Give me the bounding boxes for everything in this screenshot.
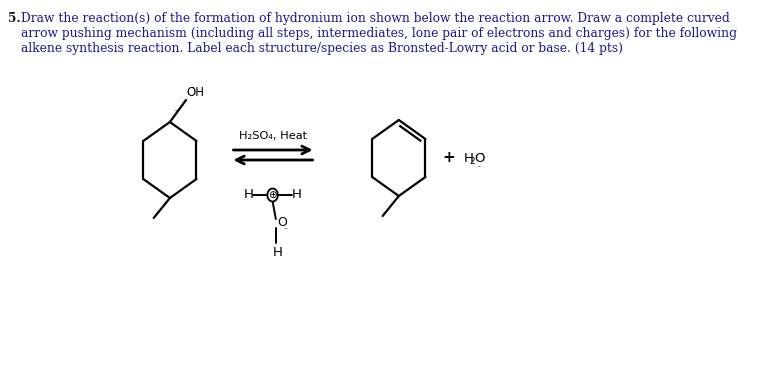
Text: H: H [292, 189, 302, 202]
Text: +: + [443, 151, 456, 166]
Text: Draw the reaction(s) of the formation of hydronium ion shown below the reaction : Draw the reaction(s) of the formation of… [21, 12, 730, 25]
Text: 2: 2 [469, 157, 475, 166]
Text: H₂SO₄, Heat: H₂SO₄, Heat [239, 131, 307, 141]
Text: Ö: Ö [474, 152, 485, 164]
Text: 5.: 5. [8, 12, 21, 25]
Text: ··: ·· [283, 225, 288, 234]
Text: alkene synthesis reaction. Label each structure/species as Bronsted-Lowry acid o: alkene synthesis reaction. Label each st… [21, 42, 623, 55]
Text: H: H [243, 189, 253, 202]
Text: ··: ·· [476, 163, 482, 172]
Text: O: O [277, 217, 287, 230]
Text: ⊕: ⊕ [268, 190, 277, 200]
Text: arrow pushing mechanism (including all steps, intermediates, lone pair of electr: arrow pushing mechanism (including all s… [21, 27, 737, 40]
Text: ··: ·· [173, 107, 178, 116]
Text: ÖH: ÖH [187, 86, 205, 99]
Text: H: H [463, 152, 473, 164]
Circle shape [267, 189, 278, 202]
Text: H: H [273, 246, 283, 259]
